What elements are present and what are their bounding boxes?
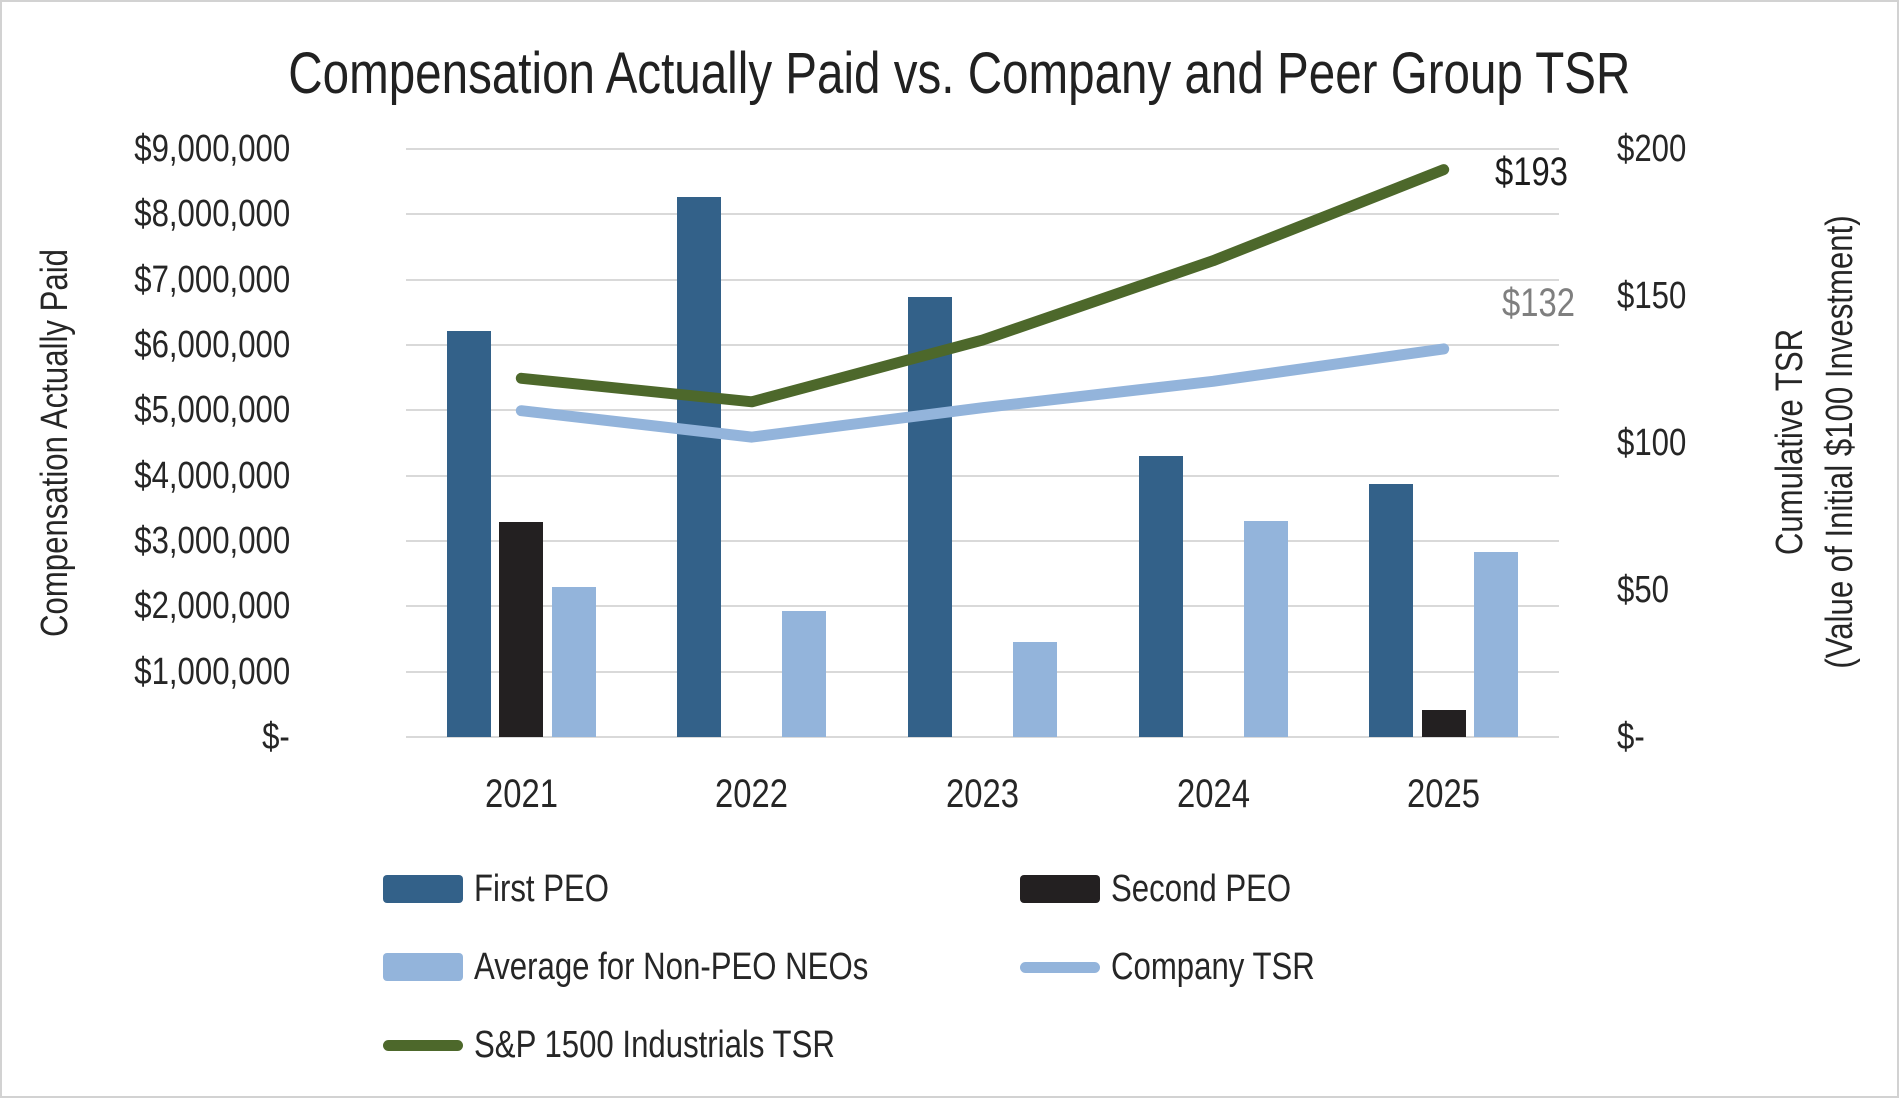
legend-label-average-for-non-peo-neos: Average for Non-PEO NEOs [474,946,869,988]
left-axis-title: Compensation Actually Paid [34,249,76,638]
gridline [406,736,1559,738]
left-axis-tick-label: $4,000,000 [134,454,290,497]
legend-swatch-average-for-non-peo-neos [383,953,463,981]
bar-average-for-non-peo-neos-2021 [551,586,596,737]
gridline [406,605,1559,608]
right-axis-tick-label: $100 [1617,422,1687,464]
line-company-tsr [515,343,1450,443]
gridline [406,148,1559,150]
bar-first-peo-2021 [446,331,491,737]
x-axis-label-2023: 2023 [946,772,1019,816]
x-axis-label-2022: 2022 [715,772,789,816]
left-axis-tick-label: $1,000,000 [134,650,290,693]
legend-swatch-second-peo [1020,875,1100,903]
right-axis-tick-label: $150 [1617,275,1687,317]
legend-label-s-p-1500-industrials-tsr: S&P 1500 Industrials TSR [474,1024,835,1066]
plot-area [406,148,1559,738]
left-axis-tick-label: $5,000,000 [134,389,290,432]
left-axis-tick-label: $7,000,000 [134,258,290,301]
left-axis-tick-label: $6,000,000 [134,323,290,366]
legend-swatch-first-peo [383,875,463,903]
bar-second-peo-2021 [499,522,544,737]
chart-title: Compensation Actually Paid vs. Company a… [22,42,1897,106]
right-axis-tick-label: $200 [1617,128,1687,170]
left-axis-tick-label: $9,000,000 [134,128,290,170]
legend-label-second-peo: Second PEO [1111,868,1292,910]
right-axis-tick-label: $- [1617,716,1645,758]
gridline [406,474,1559,477]
x-axis-label-2024: 2024 [1176,772,1250,816]
x-axis-label-2025: 2025 [1407,772,1481,816]
line-s-p-1500-industrials-tsr [515,164,1450,408]
left-axis-tick-label: $3,000,000 [134,519,290,562]
chart-title-text: Compensation Actually Paid vs. Company a… [288,41,1631,106]
legend-swatch-s-p-1500-industrials-tsr [383,1039,463,1051]
bar-average-for-non-peo-neos-2025 [1474,551,1519,737]
left-axis-tick-label: $8,000,000 [134,193,290,236]
legend-label-first-peo: First PEO [474,868,610,910]
gridline [406,540,1559,542]
x-axis-label-2021: 2021 [484,772,558,816]
gridline [406,278,1559,281]
gridline [406,213,1559,216]
data-label-company-tsr: $132 [1502,280,1576,325]
bar-first-peo-2024 [1138,456,1183,737]
bar-average-for-non-peo-neos-2024 [1243,520,1288,737]
legend-label-company-tsr: Company TSR [1111,946,1315,988]
gridline [406,670,1559,673]
left-axis-tick-label: $- [262,715,290,758]
bar-first-peo-2023 [908,296,952,737]
bar-average-for-non-peo-neos-2022 [782,610,827,737]
left-axis-tick-label: $2,000,000 [134,585,290,628]
bar-first-peo-2022 [677,197,722,737]
right-axis-tick-label: $50 [1617,569,1669,611]
bar-first-peo-2025 [1369,484,1414,737]
data-label-s-p-1500-industrials-tsr: $193 [1495,149,1569,194]
bar-average-for-non-peo-neos-2023 [1013,641,1057,737]
legend-swatch-company-tsr [1020,961,1100,973]
bar-second-peo-2025 [1421,710,1466,737]
